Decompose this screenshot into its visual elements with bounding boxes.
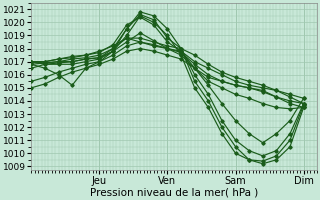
X-axis label: Pression niveau de la mer( hPa ): Pression niveau de la mer( hPa ) [90, 187, 259, 197]
